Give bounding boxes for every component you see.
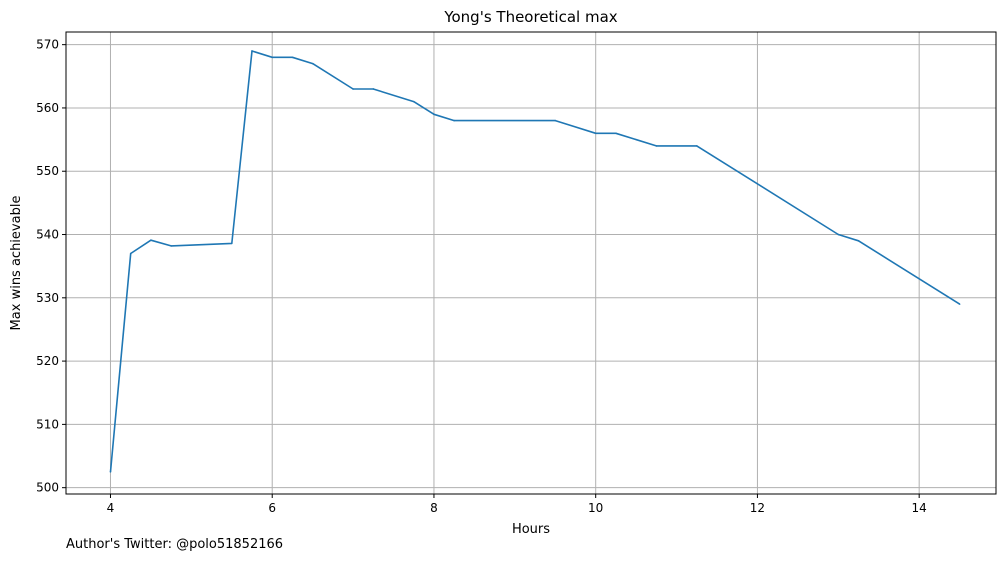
y-tick-label: 500 (36, 481, 59, 495)
data-point (129, 252, 132, 255)
x-tick-label: 8 (430, 501, 438, 515)
author-twitter-footer: Author's Twitter: @polo51852166 (66, 537, 284, 552)
x-axis-label: Hours (512, 522, 550, 537)
x-tick-label: 6 (268, 501, 276, 515)
data-point (291, 56, 294, 59)
data-point (251, 50, 253, 52)
data-point (857, 240, 860, 242)
y-tick-label: 530 (36, 291, 59, 305)
data-point (170, 245, 172, 247)
data-point (412, 100, 415, 103)
data-point (615, 132, 617, 135)
data-point (352, 88, 354, 90)
data-point (230, 242, 233, 245)
y-tick-label: 560 (36, 101, 59, 115)
data-point (150, 239, 152, 242)
chart-title: Yong's Theoretical max (443, 8, 617, 26)
data-point (271, 56, 274, 59)
y-tick-label: 550 (36, 164, 59, 178)
plot-frame (65, 31, 997, 495)
data-point (372, 88, 375, 90)
data-point (311, 62, 314, 65)
axis-ticks: 4 6 8 10 12 14 500 510 520 530 540 550 560 570 (36, 38, 927, 515)
data-point (433, 113, 435, 116)
x-tick-label: 14 (912, 501, 927, 515)
y-axis-label: Max wins achievable (9, 196, 24, 331)
y-tick-label: 520 (36, 354, 59, 368)
data-point (453, 119, 455, 122)
y-tick-label: 540 (36, 228, 59, 242)
y-tick-label: 570 (36, 38, 59, 52)
grid-lines (66, 32, 996, 494)
data-point (837, 233, 840, 236)
data-point (655, 145, 658, 147)
data-point (958, 303, 961, 305)
x-tick-label: 12 (750, 501, 765, 515)
data-point (109, 471, 112, 473)
x-tick-label: 10 (588, 501, 603, 515)
data-point (594, 132, 597, 135)
data-point (554, 119, 557, 122)
x-tick-label: 4 (107, 501, 115, 515)
series-layer (109, 50, 961, 473)
data-point (695, 145, 698, 147)
series-line-0 (109, 50, 961, 472)
y-tick-label: 510 (36, 417, 59, 431)
